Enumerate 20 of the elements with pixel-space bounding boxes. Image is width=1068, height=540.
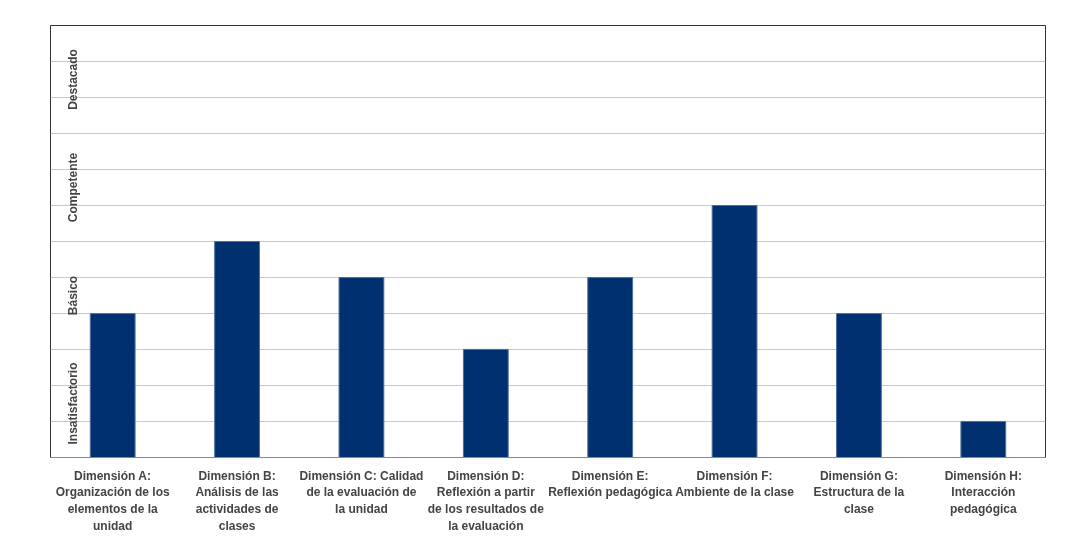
x-tick-label: Dimensión H: Interacción pedagógica bbox=[944, 468, 1022, 517]
annotation: Básico bbox=[65, 275, 80, 316]
bar bbox=[89, 313, 136, 458]
x-tick-label: Dimensión G: Estructura de la clase bbox=[813, 468, 905, 517]
bar bbox=[338, 277, 385, 458]
x-tick-label: Dimensión C: Calidad de la evaluación de la unidad bbox=[299, 468, 424, 517]
x-tick-label: Dimensión E: Reflexión pedagógica bbox=[548, 468, 673, 500]
bar bbox=[214, 241, 260, 458]
bar bbox=[462, 348, 509, 458]
bar bbox=[836, 313, 882, 458]
annotation: Competente bbox=[65, 152, 80, 223]
x-tick-label: Dimensión B: Análisis de las actividades de clases bbox=[195, 468, 280, 533]
text: Destacado bbox=[65, 49, 80, 110]
x-tick-label: Dimensión A: Organización de los elementos de la unidad bbox=[55, 468, 171, 533]
x-tick-label: Dimensión F: Ambiente de la clase bbox=[675, 468, 795, 500]
bar bbox=[960, 420, 1007, 458]
x-tick-label: Dimensión D: Reflexión a partir de los resultados de la evaluación bbox=[427, 468, 545, 533]
bar bbox=[711, 205, 758, 458]
annotation: Insatisfactorio bbox=[65, 362, 80, 445]
bar bbox=[587, 277, 634, 458]
